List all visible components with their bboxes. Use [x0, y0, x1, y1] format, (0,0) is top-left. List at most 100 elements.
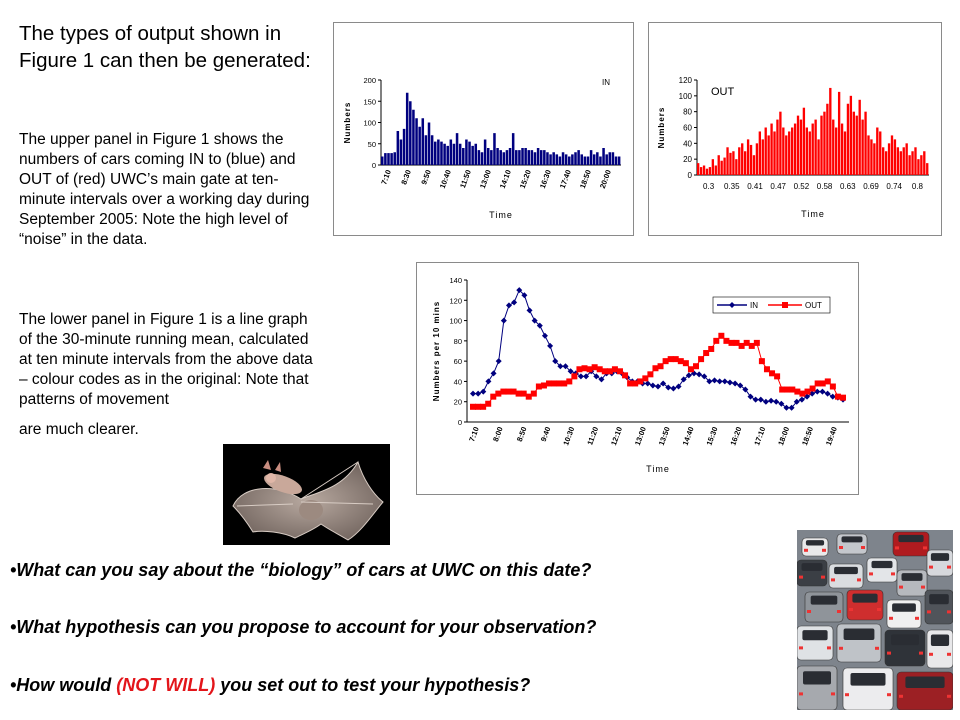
point-in: [567, 368, 574, 375]
question-3-end: you set out to test your hypothesis?: [215, 675, 531, 695]
traffic-image: [797, 530, 953, 710]
bar: [561, 152, 565, 165]
bar: [805, 127, 808, 175]
bar: [808, 131, 811, 175]
bar: [767, 135, 770, 175]
point-in: [778, 400, 785, 407]
y-tick-label: 100: [449, 317, 462, 326]
point-in: [732, 380, 739, 387]
point-in: [516, 287, 523, 294]
point-out: [779, 386, 786, 393]
point-in: [562, 363, 569, 370]
x-axis-label: Time: [801, 209, 825, 219]
point-in: [495, 358, 502, 365]
traffic-photo: [797, 530, 953, 710]
bar: [782, 127, 785, 175]
point-in: [685, 372, 692, 379]
bar: [490, 150, 493, 165]
bar: [568, 156, 571, 165]
point-in: [809, 390, 816, 397]
bar: [617, 156, 621, 165]
chart-running-mean: 0 20 40 60 80 100 120 140 Numbers per 10 mins Tim…: [432, 276, 849, 474]
bar: [926, 163, 929, 175]
y-tick-label: 80: [454, 337, 462, 346]
legend-label-out: OUT: [805, 301, 822, 310]
bar: [829, 87, 832, 175]
bar: [846, 103, 850, 175]
point-out: [789, 386, 796, 393]
bar: [605, 154, 608, 165]
car-light: [889, 616, 893, 620]
bar: [697, 163, 700, 175]
car-light: [923, 546, 927, 550]
bar: [574, 152, 577, 165]
bar: [738, 147, 741, 175]
y-tick-label: 150: [363, 97, 376, 106]
chart-legend-label: IN: [602, 78, 610, 87]
car-light: [799, 575, 803, 579]
point-out: [840, 394, 846, 401]
car-light: [947, 610, 951, 614]
point-in: [665, 384, 672, 391]
point-out: [601, 368, 608, 375]
point-out: [753, 339, 760, 346]
x-tick-label: 18:50: [578, 169, 593, 190]
car-window: [871, 560, 893, 569]
point-in: [675, 383, 682, 390]
point-out: [627, 380, 634, 387]
x-axis-label: Time: [646, 464, 670, 474]
point-out: [596, 366, 603, 373]
bar: [452, 143, 456, 165]
bar: [468, 141, 471, 165]
point-out: [561, 380, 568, 387]
point-out: [819, 380, 826, 387]
chart-in-panel: 0 50 100 150 200 Numbers Time 7:10 8:30 9:50 10:40…: [333, 22, 634, 236]
point-out: [566, 378, 573, 385]
x-tick-label: 14:40: [681, 426, 696, 447]
bat-photo: [223, 444, 390, 545]
bar: [458, 143, 462, 165]
bar: [920, 155, 923, 175]
x-tick-label: 0.52: [794, 182, 810, 191]
car-light: [895, 546, 899, 550]
car-window: [805, 540, 825, 546]
point-in: [500, 317, 507, 324]
point-out: [546, 380, 553, 387]
point-in: [747, 393, 754, 400]
point-out: [718, 332, 725, 339]
bar: [433, 141, 437, 165]
car-window: [810, 595, 838, 605]
bar: [508, 148, 512, 165]
bar: [552, 152, 555, 165]
bar: [770, 123, 773, 175]
point-in: [505, 302, 512, 309]
bar: [793, 123, 797, 175]
bar: [393, 152, 396, 165]
car-window: [834, 566, 858, 575]
bar: [758, 131, 762, 175]
bar: [592, 154, 596, 165]
bar: [412, 109, 415, 165]
bar: [761, 139, 764, 175]
x-tick-label: 0.35: [724, 182, 740, 191]
bar: [611, 152, 615, 165]
point-in: [598, 376, 605, 383]
bar: [899, 151, 902, 175]
bar: [817, 139, 820, 175]
point-out: [616, 368, 623, 375]
bar: [608, 152, 612, 165]
paragraph-lower-panel-text: The lower panel in Figure 1 is a line gr…: [19, 311, 313, 408]
bar: [917, 159, 920, 175]
x-tick-label: 10:40: [438, 169, 453, 190]
point-in: [557, 363, 564, 370]
point-out: [515, 390, 522, 397]
point-in: [706, 378, 713, 385]
point-out: [713, 337, 720, 344]
point-in: [711, 377, 718, 384]
point-out: [758, 358, 765, 365]
bar: [502, 152, 506, 165]
point-out: [693, 363, 700, 370]
bar: [405, 92, 409, 165]
bar: [858, 99, 861, 175]
x-tick-label: 0.58: [817, 182, 833, 191]
